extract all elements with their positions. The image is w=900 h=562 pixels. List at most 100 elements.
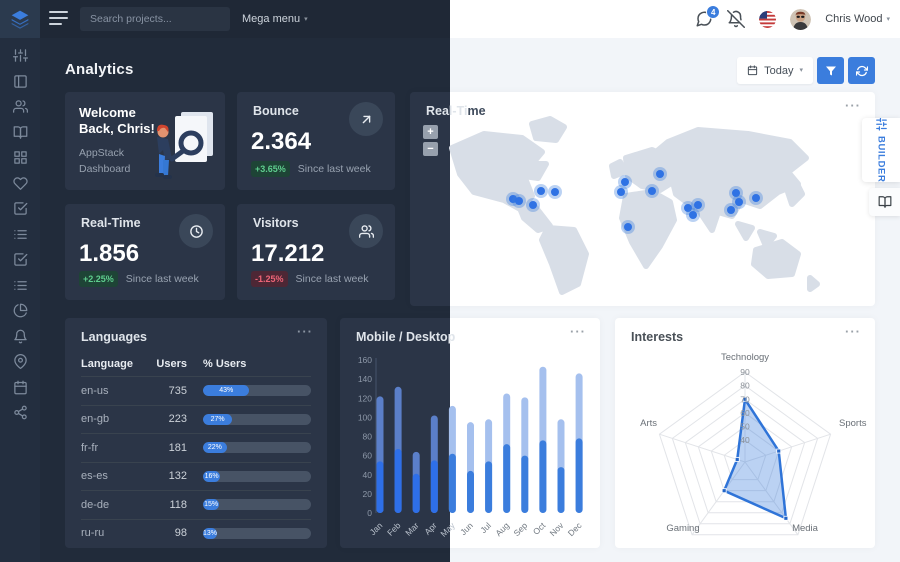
- search-box: [80, 7, 231, 31]
- us-flag-icon: [759, 10, 777, 28]
- sidebar-toggle-button[interactable]: [49, 11, 68, 26]
- svg-text:Mar: Mar: [403, 520, 421, 538]
- user-avatar[interactable]: [790, 8, 812, 30]
- book-icon: [878, 196, 891, 208]
- builder-tab[interactable]: BUILDER: [862, 117, 900, 182]
- users-icon[interactable]: [12, 99, 28, 114]
- svg-text:80: 80: [363, 432, 373, 442]
- svg-text:140: 140: [358, 374, 372, 384]
- refresh-icon: [855, 65, 868, 76]
- svg-text:Apr: Apr: [422, 520, 439, 537]
- avatar-photo: [790, 8, 812, 30]
- svg-text:Sep: Sep: [511, 520, 529, 538]
- svg-text:40: 40: [740, 435, 750, 445]
- docs-tab[interactable]: [869, 188, 900, 216]
- page-title: Analytics: [65, 61, 134, 78]
- top-navbar: Mega menu ▾ 4 Chris Wood ▾: [40, 0, 900, 38]
- radar-chart: 90 80 70 60 50 40 Technology Sports Media Gaming A…: [640, 352, 867, 536]
- sliders-icon[interactable]: [12, 48, 28, 63]
- navbar-right-group: 4 Chris Wood ▾: [695, 0, 890, 38]
- welcome-card: Welcome Back, Chris! AppStack Dashboard: [65, 92, 225, 190]
- languages-card: Languages ··· Language Users % Users en-…: [65, 318, 327, 548]
- realtime-caption: Since last week: [125, 273, 199, 285]
- check-square-icon[interactable]: [13, 252, 28, 267]
- calendar-icon[interactable]: [13, 380, 28, 395]
- arrow-up-right-icon: [349, 102, 383, 136]
- svg-text:120: 120: [358, 393, 372, 403]
- visitors-caption: Since last week: [295, 273, 369, 285]
- layers-logo-icon: [11, 10, 29, 29]
- notification-count-badge: 4: [706, 5, 721, 19]
- table-row: en-us 735 43%: [81, 376, 311, 405]
- svg-text:Dec: Dec: [566, 520, 584, 538]
- table-row: de-de 118 15%: [81, 490, 311, 519]
- mobile-desktop-title: Mobile / Desktop: [356, 330, 456, 344]
- map-zoom-out-button[interactable]: −: [423, 142, 438, 156]
- svg-text:80: 80: [740, 381, 750, 391]
- sidebar-icon-list: [0, 38, 40, 431]
- chevron-down-icon: ▾: [799, 67, 803, 74]
- map-card-title: Real-Time: [426, 104, 486, 118]
- message-circle-icon: [696, 11, 712, 27]
- svg-text:40: 40: [363, 470, 373, 480]
- svg-text:60: 60: [740, 408, 750, 418]
- mega-menu-label: Mega menu: [242, 13, 301, 25]
- grid-icon[interactable]: [13, 150, 28, 165]
- user-menu[interactable]: Chris Wood ▾: [825, 13, 890, 25]
- sliders-icon: [875, 117, 887, 131]
- check-square-icon[interactable]: [13, 201, 28, 216]
- messages-button[interactable]: 4: [695, 5, 721, 28]
- list-icon[interactable]: [13, 278, 28, 293]
- table-row: ru-ru 98 13%: [81, 518, 311, 548]
- svg-text:50: 50: [740, 422, 750, 432]
- mega-menu-dropdown[interactable]: Mega menu ▾: [242, 0, 308, 38]
- more-menu-icon[interactable]: ···: [845, 324, 861, 339]
- search-input[interactable]: [80, 13, 231, 25]
- icon-sidebar: [0, 0, 40, 562]
- layout-icon[interactable]: [13, 74, 28, 89]
- more-menu-icon[interactable]: ···: [845, 98, 861, 113]
- refresh-button[interactable]: [848, 57, 875, 84]
- map-zoom-controls: + −: [423, 125, 438, 156]
- more-menu-icon[interactable]: ···: [297, 324, 313, 339]
- filter-icon: [825, 66, 836, 75]
- svg-text:Sports: Sports: [839, 418, 867, 429]
- bounce-title: Bounce: [253, 104, 299, 118]
- chevron-down-icon: ▾: [304, 15, 308, 23]
- svg-text:Technology: Technology: [721, 352, 769, 363]
- world-map[interactable]: [436, 114, 862, 300]
- page-toolbar: Today ▾: [737, 57, 875, 84]
- share-icon[interactable]: [13, 405, 28, 420]
- builder-tab-label: BUILDER: [875, 135, 887, 182]
- chevron-down-icon: ▾: [886, 15, 890, 23]
- filter-button[interactable]: [817, 57, 844, 84]
- map-pin-icon[interactable]: [13, 354, 28, 369]
- list-icon[interactable]: [13, 227, 28, 242]
- visitors-title: Visitors: [253, 216, 299, 230]
- mobile-desktop-card: Mobile / Desktop ··· 0 20 40 60 80 100 120 140 1…: [340, 318, 600, 548]
- main-content: Analytics Today ▾ Welcome Back, Chris! A…: [40, 38, 900, 562]
- stacked-bar-chart: 0 20 40 60 80 100 120 140 160 Jan Feb Mar Apr May Jun J…: [358, 355, 584, 539]
- map-zoom-in-button[interactable]: +: [423, 125, 438, 139]
- visitors-delta-badge: -1.25%: [251, 271, 288, 287]
- notifications-off-button[interactable]: [727, 10, 746, 28]
- svg-text:Media: Media: [792, 523, 819, 534]
- heart-icon[interactable]: [12, 176, 28, 191]
- table-row: en-gb 223 27%: [81, 404, 311, 434]
- table-row: es-es 132 16%: [81, 461, 311, 491]
- app-logo[interactable]: [0, 0, 40, 38]
- svg-text:May: May: [438, 520, 457, 539]
- bell-icon[interactable]: [13, 329, 28, 344]
- svg-text:Gaming: Gaming: [666, 523, 699, 534]
- language-flag-button[interactable]: [759, 10, 777, 28]
- svg-text:90: 90: [740, 367, 750, 377]
- svg-text:60: 60: [363, 451, 373, 461]
- date-range-button[interactable]: Today ▾: [737, 57, 813, 84]
- visitors-card: Visitors 17.212 -1.25% Since last week: [237, 204, 395, 300]
- realtime-title: Real-Time: [81, 216, 141, 230]
- more-menu-icon[interactable]: ···: [570, 324, 586, 339]
- book-open-icon[interactable]: [13, 125, 28, 140]
- bounce-caption: Since last week: [297, 163, 371, 175]
- pie-chart-icon[interactable]: [13, 303, 28, 318]
